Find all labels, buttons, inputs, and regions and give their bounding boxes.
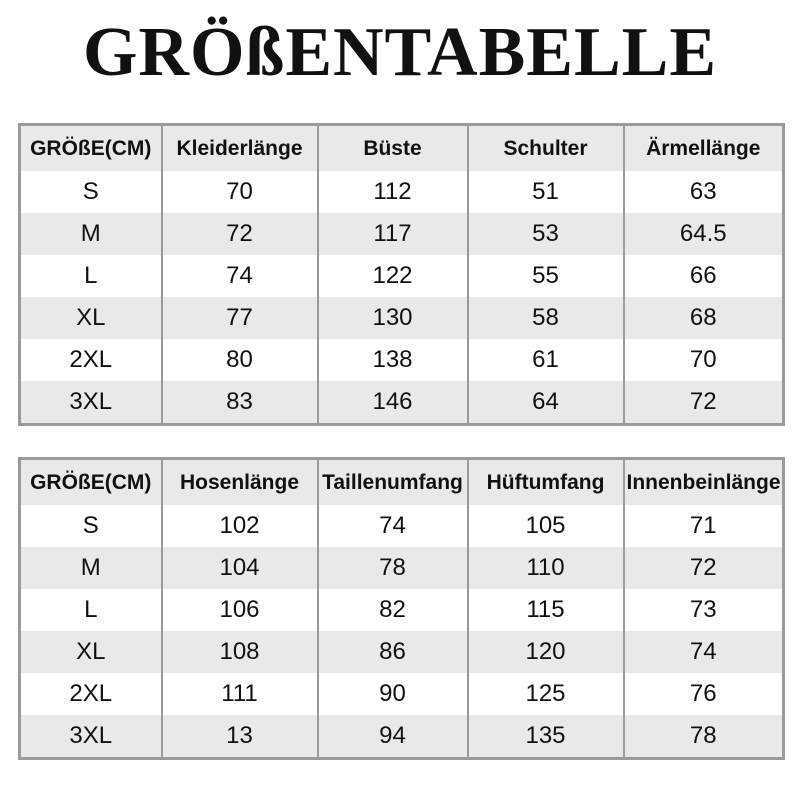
value-cell: 78 [622,715,784,759]
value-cell: 72 [622,547,784,589]
value-cell: 68 [622,297,784,339]
value-cell: 63 [622,171,784,213]
column-header-aermellaenge: Ärmellänge [622,124,784,171]
table-row: 2XL 111 90 125 76 [19,673,784,715]
table-row: M 72 117 53 64.5 [19,213,784,255]
value-cell: 108 [160,631,318,673]
value-cell: 74 [160,255,318,297]
value-cell: 83 [160,381,318,425]
value-cell: 71 [622,505,784,547]
value-cell: 115 [466,589,624,631]
value-cell: 90 [316,673,468,715]
table-row: 3XL 13 94 135 78 [19,715,784,759]
size-label-cell: 2XL [19,339,162,381]
table-row: M 104 78 110 72 [19,547,784,589]
value-cell: 51 [466,171,624,213]
column-header-taillenumfang: Taillenumfang [316,458,468,505]
table-row: 2XL 80 138 61 70 [19,339,784,381]
value-cell: 111 [160,673,318,715]
column-header-hosenlaenge: Hosenlänge [160,458,318,505]
value-cell: 135 [466,715,624,759]
size-label-cell: XL [19,631,162,673]
page-title: GRÖßENTABELLE [82,14,718,91]
value-cell: 74 [622,631,784,673]
table-row: L 106 82 115 73 [19,589,784,631]
value-cell: 53 [466,213,624,255]
value-cell: 146 [316,381,468,425]
value-cell: 55 [466,255,624,297]
size-label-cell: 2XL [19,673,162,715]
size-label-cell: 3XL [19,715,162,759]
value-cell: 80 [160,339,318,381]
size-label-cell: S [19,505,162,547]
column-header-bueste: Büste [316,124,468,171]
value-cell: 70 [622,339,784,381]
table-header-row: GRÖßE(CM) Kleiderlänge Büste Schulter Är… [19,124,784,171]
value-cell: 70 [160,171,318,213]
tops-size-table: GRÖßE(CM) Kleiderlänge Büste Schulter Är… [18,123,785,426]
size-label-cell: M [19,547,162,589]
tops-size-table-grid: GRÖßE(CM) Kleiderlänge Büste Schulter Är… [18,123,785,426]
column-header-size: GRÖßE(CM) [19,458,162,505]
pants-size-table: GRÖßE(CM) Hosenlänge Taillenumfang Hüftu… [18,457,785,760]
table-row: S 102 74 105 71 [19,505,784,547]
value-cell: 58 [466,297,624,339]
value-cell: 110 [466,547,624,589]
value-cell: 77 [160,297,318,339]
value-cell: 76 [622,673,784,715]
table-row: 3XL 83 146 64 72 [19,381,784,425]
value-cell: 64 [466,381,624,425]
column-header-hueftumfang: Hüftumfang [466,458,624,505]
value-cell: 72 [622,381,784,425]
value-cell: 122 [316,255,468,297]
value-cell: 72 [160,213,318,255]
table-row: XL 108 86 120 74 [19,631,784,673]
column-header-innenbeinlaenge: Innenbeinlänge [622,458,784,505]
value-cell: 120 [466,631,624,673]
value-cell: 82 [316,589,468,631]
column-header-size: GRÖßE(CM) [19,124,162,171]
value-cell: 73 [622,589,784,631]
value-cell: 74 [316,505,468,547]
value-cell: 105 [466,505,624,547]
value-cell: 13 [160,715,318,759]
table-row: XL 77 130 58 68 [19,297,784,339]
value-cell: 138 [316,339,468,381]
value-cell: 130 [316,297,468,339]
value-cell: 117 [316,213,468,255]
size-label-cell: 3XL [19,381,162,425]
size-label-cell: S [19,171,162,213]
size-label-cell: XL [19,297,162,339]
column-header-schulter: Schulter [466,124,624,171]
value-cell: 104 [160,547,318,589]
value-cell: 64.5 [622,213,784,255]
pants-size-table-grid: GRÖßE(CM) Hosenlänge Taillenumfang Hüftu… [18,457,785,760]
table-header-row: GRÖßE(CM) Hosenlänge Taillenumfang Hüftu… [19,458,784,505]
value-cell: 125 [466,673,624,715]
value-cell: 112 [316,171,468,213]
value-cell: 61 [466,339,624,381]
value-cell: 106 [160,589,318,631]
value-cell: 94 [316,715,468,759]
value-cell: 86 [316,631,468,673]
column-header-kleiderlaenge: Kleiderlänge [160,124,318,171]
size-label-cell: L [19,589,162,631]
size-label-cell: M [19,213,162,255]
value-cell: 102 [160,505,318,547]
table-row: L 74 122 55 66 [19,255,784,297]
table-row: S 70 112 51 63 [19,171,784,213]
size-label-cell: L [19,255,162,297]
value-cell: 66 [622,255,784,297]
value-cell: 78 [316,547,468,589]
